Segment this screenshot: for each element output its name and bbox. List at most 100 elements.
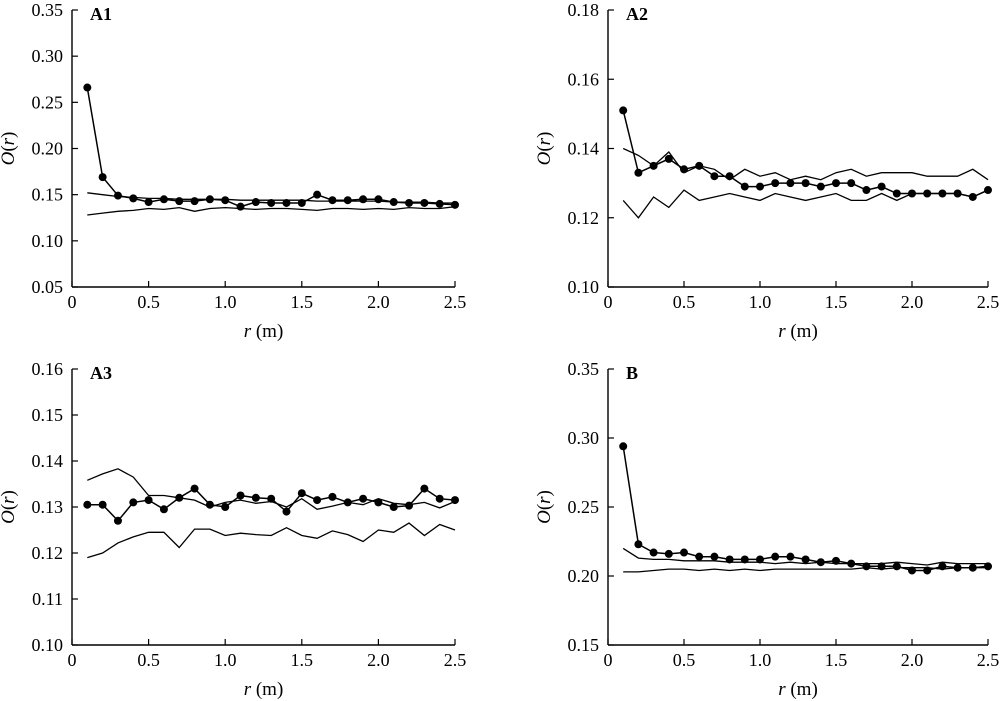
- observed-point: [877, 182, 886, 191]
- observed-point: [725, 555, 734, 564]
- x-axis-variable: r: [778, 321, 786, 342]
- observed-point: [619, 106, 628, 115]
- observed-point: [923, 566, 932, 575]
- y-tick-label: 0.15: [32, 405, 64, 425]
- y-tick-label: 0.25: [32, 92, 64, 112]
- observed-point: [710, 552, 719, 561]
- observed-line: [86, 87, 456, 208]
- observed-point: [832, 179, 840, 188]
- observed-point: [816, 182, 825, 191]
- observed-point: [282, 198, 291, 207]
- observed-point: [771, 179, 780, 188]
- y-axis-variable: r: [0, 137, 19, 145]
- y-tick-label: 0.30: [568, 428, 600, 448]
- x-tick-label: 0: [604, 292, 613, 312]
- observed-point: [892, 562, 901, 571]
- observed-point: [649, 161, 658, 170]
- y-axis-function: O: [0, 151, 19, 165]
- y-axis-variable: r: [534, 496, 555, 504]
- y-tick-label: 0.12: [32, 543, 64, 563]
- observed-point: [984, 186, 992, 195]
- observed-point: [359, 195, 368, 204]
- observed-point: [786, 179, 795, 188]
- observed-point: [374, 195, 383, 204]
- x-tick-label: 0.5: [137, 292, 160, 312]
- observed-point: [282, 507, 291, 516]
- x-tick-label: 1.5: [291, 650, 314, 670]
- x-tick-label: 2.0: [901, 292, 924, 312]
- panel-label: A1: [90, 4, 112, 24]
- y-tick-label: 0.25: [568, 497, 600, 517]
- observed-point: [159, 505, 168, 514]
- y-tick-label: 0.35: [568, 359, 600, 379]
- y-tick-label: 0.10: [32, 635, 64, 655]
- observed-point: [710, 172, 719, 181]
- y-tick-label: 0.14: [568, 139, 600, 159]
- y-tick-label: 0.15: [568, 635, 600, 655]
- observed-point: [190, 197, 199, 206]
- y-axis-function: O: [534, 151, 555, 165]
- observed-point: [374, 498, 383, 507]
- y-tick-label: 0.20: [32, 139, 64, 159]
- y-axis-title: O(r): [534, 490, 555, 524]
- observed-point: [725, 172, 734, 181]
- observed-point: [190, 484, 199, 493]
- observed-point: [420, 198, 429, 207]
- observed-point: [389, 503, 398, 511]
- y-axis-paren-close: ): [534, 490, 555, 496]
- observed-point: [877, 562, 886, 571]
- observed-point: [984, 562, 992, 571]
- observed-line: [87, 487, 456, 522]
- observed-point: [816, 558, 825, 567]
- observed-point: [756, 555, 764, 564]
- observed-point: [892, 189, 901, 198]
- observed-point: [129, 498, 138, 507]
- y-axis-title: O(r): [0, 132, 19, 166]
- observed-point: [113, 516, 122, 525]
- upper-envelope-line: [622, 147, 989, 181]
- observed-point: [83, 500, 92, 509]
- panel-a3: 0.10 0.11 0.12 0.13 0.14 0.15 0.16 0 0.5 1.0 1.5 2.…: [0, 359, 466, 700]
- observed-point: [953, 189, 962, 198]
- observed-point: [83, 83, 92, 92]
- observed-point: [451, 200, 459, 209]
- observed-point: [267, 494, 276, 503]
- x-tick-label: 0.5: [673, 292, 696, 312]
- observed-point: [786, 552, 795, 561]
- observed-point: [451, 496, 459, 505]
- observed-point: [297, 489, 306, 498]
- y-axis-function: O: [534, 510, 555, 524]
- y-axis-paren-close: ): [0, 132, 19, 138]
- x-axis-unit: (m): [251, 321, 283, 342]
- observed-point: [236, 202, 245, 211]
- observed-point: [664, 154, 673, 163]
- observed-point: [221, 196, 230, 205]
- observed-point: [740, 182, 749, 191]
- y-tick-label: 0.10: [32, 231, 64, 251]
- observed-point: [221, 503, 230, 511]
- panel-label: A2: [626, 4, 648, 24]
- observed-point: [405, 501, 414, 510]
- x-axis-title: r (m): [244, 679, 284, 700]
- y-tick-label: 0.18: [568, 0, 600, 20]
- observed-point: [938, 562, 947, 571]
- observed-point: [343, 498, 352, 507]
- x-tick-label: 2.0: [367, 650, 390, 670]
- y-axis-paren-close: ): [534, 132, 555, 138]
- x-axis-title: r (m): [244, 321, 284, 342]
- observed-point: [801, 179, 810, 188]
- observed-point: [159, 195, 168, 204]
- upper-envelope-line: [622, 547, 988, 566]
- observed-point: [862, 186, 871, 195]
- observed-point: [205, 195, 214, 204]
- x-tick-label: 2.5: [444, 650, 467, 670]
- observed-point: [313, 190, 322, 199]
- observed-point: [908, 189, 916, 198]
- x-tick-label: 1.5: [825, 650, 848, 670]
- x-tick-label: 2.0: [901, 650, 924, 670]
- x-tick-label: 2.5: [444, 292, 467, 312]
- y-axis-variable: r: [0, 496, 19, 504]
- observed-point: [435, 199, 444, 208]
